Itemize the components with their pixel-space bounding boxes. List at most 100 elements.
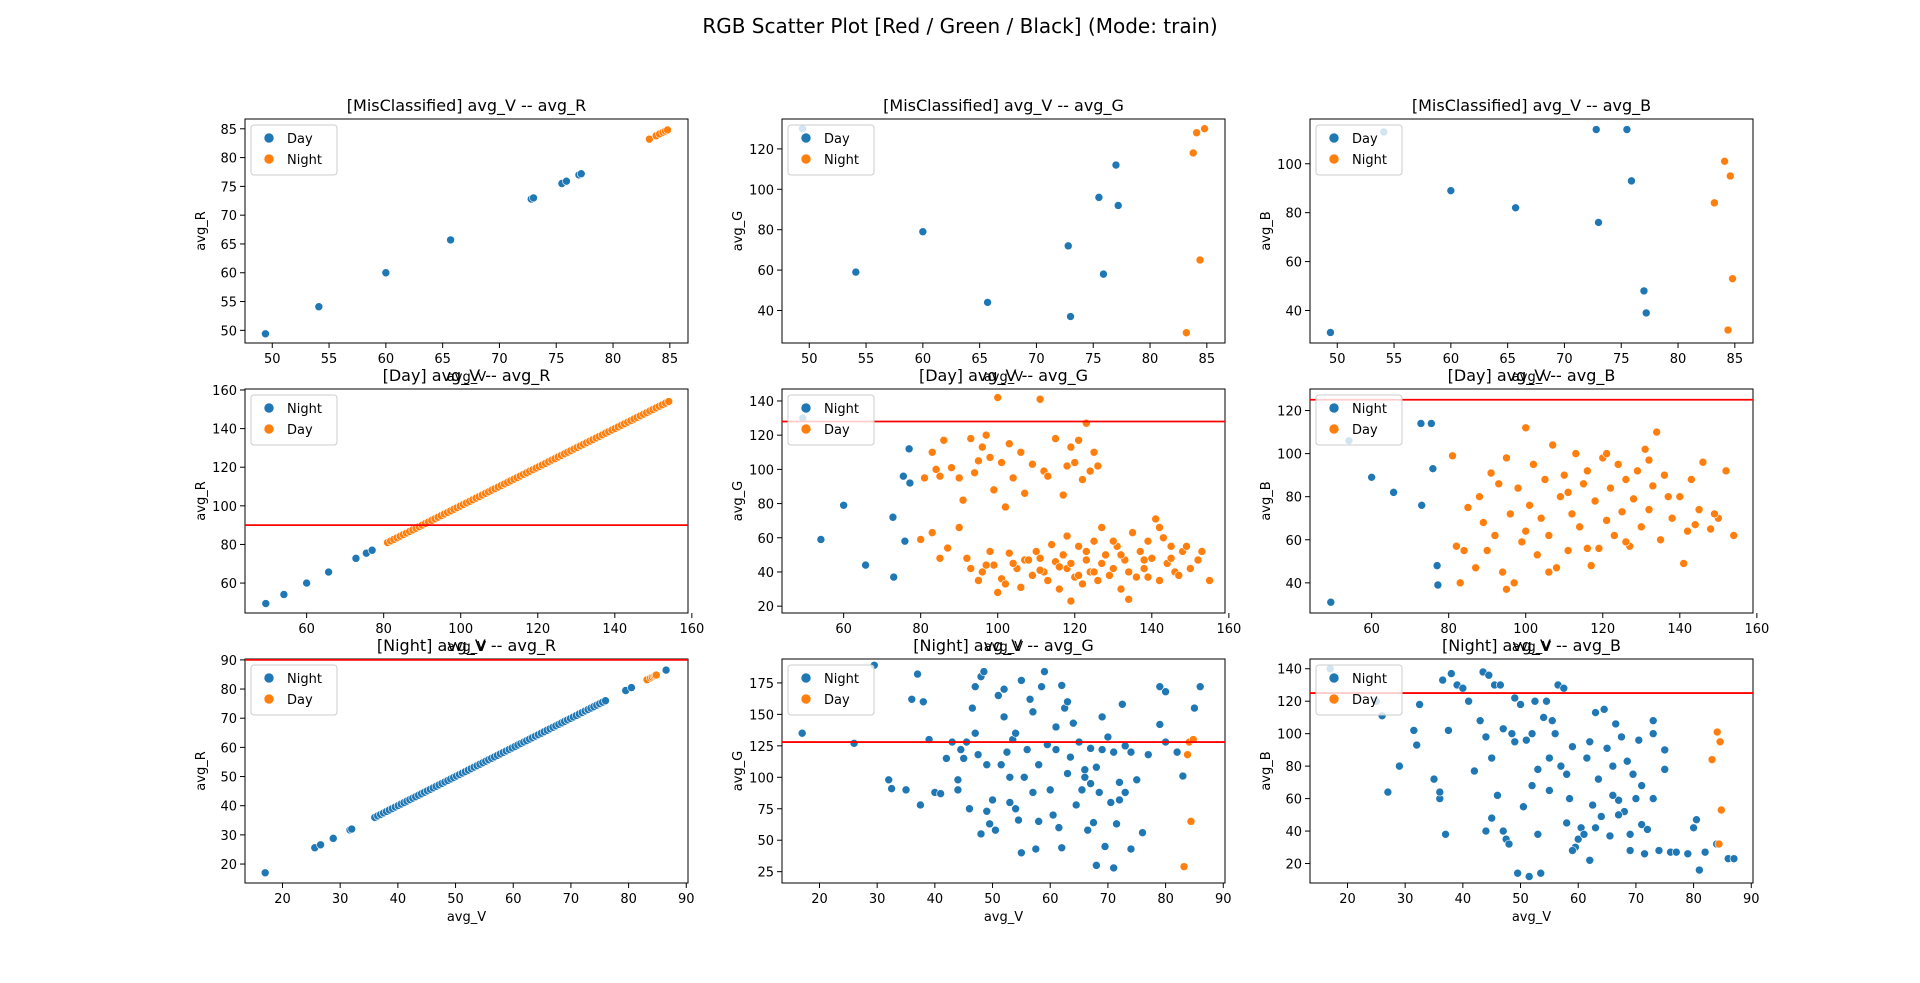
data-point bbox=[1078, 579, 1087, 589]
x-tick-label: 80 bbox=[620, 892, 637, 907]
data-point bbox=[1504, 839, 1514, 849]
data-point bbox=[1043, 576, 1053, 585]
figure-title: RGB Scatter Plot [Red / Green / Black] (… bbox=[702, 14, 1218, 38]
x-tick-label: 75 bbox=[1613, 352, 1630, 367]
data-point bbox=[261, 329, 270, 339]
data-point bbox=[1663, 492, 1673, 501]
x-tick-label: 70 bbox=[491, 352, 508, 367]
data-point bbox=[999, 684, 1009, 694]
data-point bbox=[1031, 844, 1041, 854]
subplot-9: [Night] avg_V -- avg_B 20 30 40 50 60 70 80 90 20… bbox=[1259, 636, 1760, 925]
y-tick-label: 140 bbox=[212, 423, 237, 438]
data-point bbox=[1092, 861, 1101, 870]
data-point bbox=[351, 554, 361, 563]
x-tick-label: 80 bbox=[1670, 352, 1687, 367]
data-point bbox=[1444, 726, 1453, 735]
data-point bbox=[935, 553, 945, 563]
data-point bbox=[1025, 694, 1035, 704]
data-point bbox=[936, 789, 945, 798]
data-point bbox=[1660, 765, 1670, 774]
data-point bbox=[1120, 741, 1130, 751]
y-tick-label: 80 bbox=[220, 152, 237, 167]
data-point bbox=[1435, 787, 1445, 797]
y-axis-label: avg_B bbox=[1259, 211, 1274, 250]
data-point bbox=[1367, 473, 1376, 482]
data-point bbox=[1022, 745, 1032, 754]
subplot-1: [MisClassified] avg_V -- avg_R 50 55 60 65 70… bbox=[194, 96, 689, 385]
data-point bbox=[1412, 740, 1422, 750]
data-point bbox=[1542, 696, 1551, 706]
data-point bbox=[1108, 536, 1118, 546]
data-point bbox=[1602, 516, 1611, 525]
data-point bbox=[1166, 542, 1176, 551]
data-point bbox=[1051, 745, 1061, 754]
data-point bbox=[1161, 687, 1170, 697]
data-point bbox=[1155, 523, 1164, 532]
y-axis-label: avg_R bbox=[194, 751, 209, 790]
y-tick-label: 40 bbox=[1285, 304, 1302, 319]
subplot-title: [Night] avg_V -- avg_B bbox=[1442, 636, 1621, 656]
data-point bbox=[1594, 218, 1603, 227]
data-point bbox=[1591, 823, 1600, 833]
data-point bbox=[1093, 576, 1103, 585]
data-point bbox=[1621, 537, 1631, 547]
data-point bbox=[1077, 785, 1087, 795]
legend: Day Night bbox=[1315, 124, 1403, 176]
data-point bbox=[1448, 451, 1457, 461]
y-tick-label: 40 bbox=[220, 800, 237, 815]
x-tick-label: 50 bbox=[1512, 892, 1529, 907]
data-point bbox=[1034, 817, 1043, 826]
data-point bbox=[1507, 729, 1517, 738]
y-tick-label: 85 bbox=[220, 123, 237, 138]
y-tick-label: 50 bbox=[757, 834, 774, 849]
data-point bbox=[1106, 798, 1116, 807]
data-point bbox=[1138, 828, 1147, 837]
data-point bbox=[916, 800, 925, 810]
data-point bbox=[1051, 722, 1061, 732]
data-point bbox=[1078, 475, 1087, 484]
legend-marker bbox=[1328, 672, 1340, 684]
legend-marker bbox=[1328, 693, 1340, 705]
data-point bbox=[974, 456, 983, 466]
data-point bbox=[1188, 148, 1198, 158]
data-point bbox=[1463, 503, 1473, 512]
data-point bbox=[1540, 475, 1550, 484]
x-tick-label: 90 bbox=[1743, 892, 1760, 907]
y-tick-label: 160 bbox=[212, 384, 237, 399]
data-point bbox=[1128, 528, 1137, 537]
data-point bbox=[1621, 475, 1631, 484]
y-tick-label: 60 bbox=[220, 577, 237, 592]
data-point bbox=[1103, 732, 1113, 742]
data-point bbox=[1625, 846, 1635, 855]
data-point bbox=[1562, 818, 1571, 828]
data-point bbox=[1017, 848, 1026, 858]
data-point bbox=[601, 696, 610, 706]
data-point bbox=[1089, 536, 1099, 546]
plot-area bbox=[245, 659, 688, 878]
data-point bbox=[1643, 825, 1652, 834]
x-axis-label: avg_V bbox=[1512, 370, 1551, 385]
data-point bbox=[1190, 703, 1199, 713]
data-point bbox=[1066, 312, 1075, 321]
data-point bbox=[1513, 483, 1523, 493]
data-point bbox=[1447, 669, 1456, 678]
data-point bbox=[1715, 737, 1725, 747]
data-point bbox=[1527, 781, 1537, 790]
data-point bbox=[1640, 849, 1649, 859]
data-point bbox=[1710, 509, 1719, 519]
legend-label: Day bbox=[287, 693, 313, 708]
data-point bbox=[1529, 460, 1538, 469]
data-point bbox=[1568, 846, 1577, 855]
x-tick-label: 60 bbox=[505, 892, 522, 907]
x-tick-label: 100 bbox=[448, 622, 473, 637]
y-axis-label: avg_G bbox=[731, 211, 746, 252]
y-tick-label: 140 bbox=[749, 395, 774, 410]
data-point bbox=[1074, 435, 1083, 445]
legend: Night Day bbox=[787, 664, 875, 716]
data-point bbox=[916, 535, 925, 544]
data-point bbox=[1602, 449, 1611, 458]
data-point bbox=[1511, 203, 1520, 213]
x-tick-label: 160 bbox=[1216, 622, 1241, 637]
data-point bbox=[1205, 576, 1214, 585]
data-point bbox=[1683, 849, 1693, 859]
